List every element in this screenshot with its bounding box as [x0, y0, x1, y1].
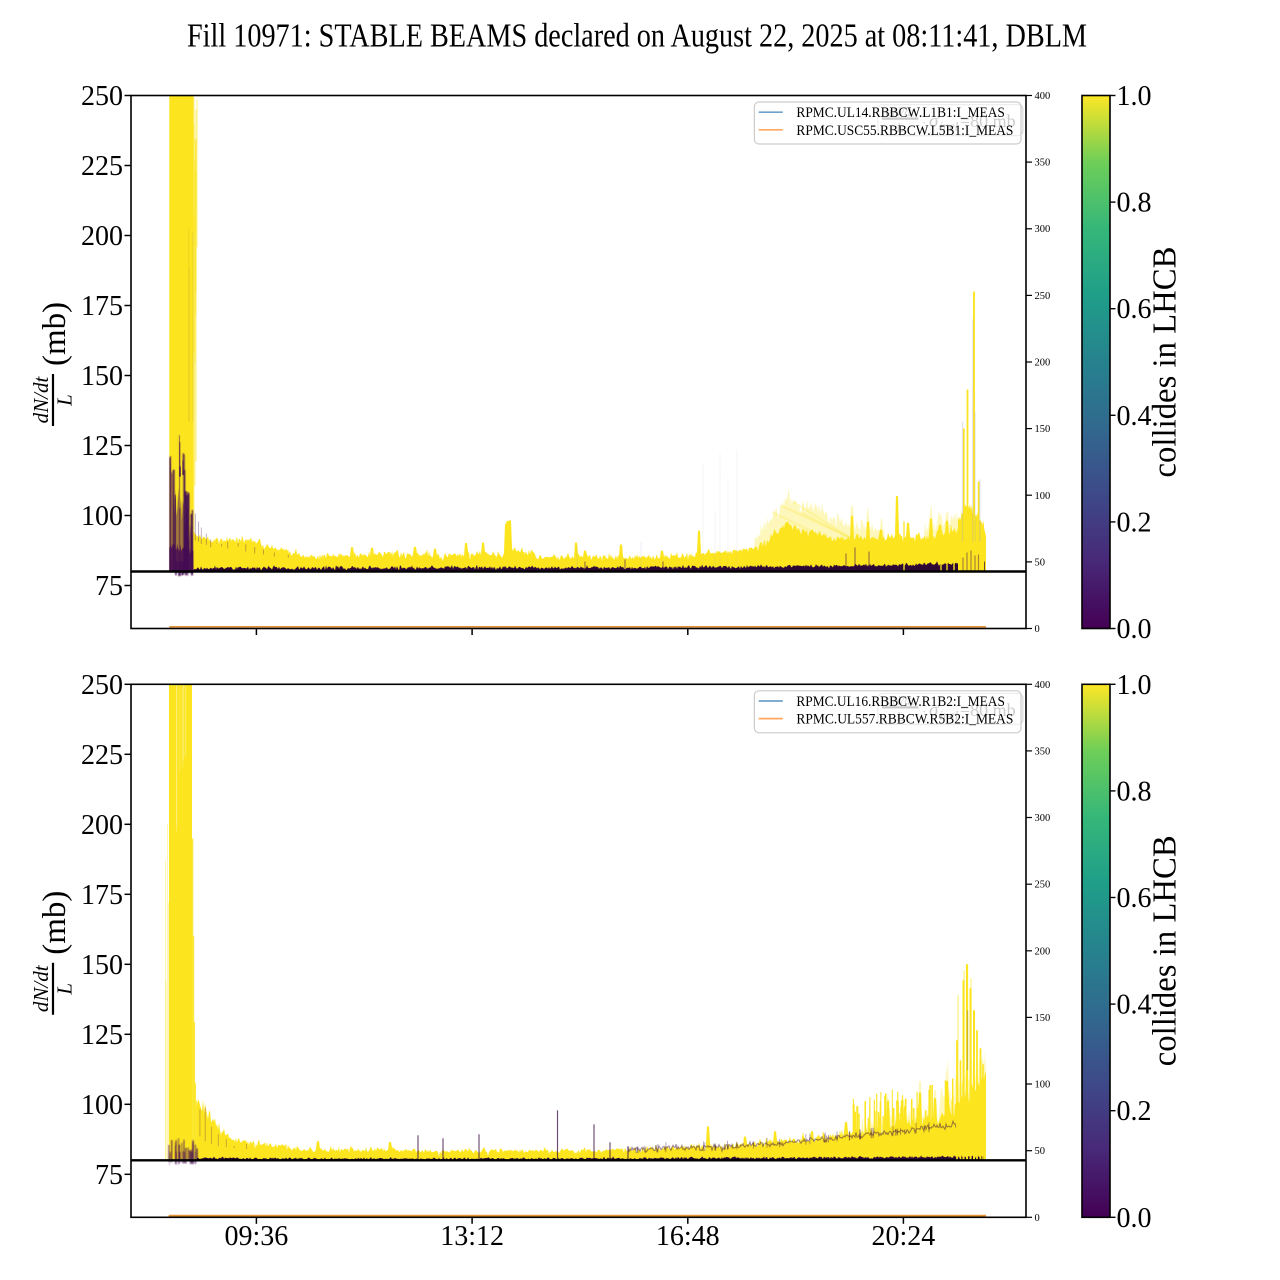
svg-text:0.4: 0.4: [1117, 401, 1152, 432]
svg-text:100: 100: [81, 1090, 123, 1121]
svg-text:0.0: 0.0: [1117, 1203, 1152, 1234]
svg-text:350: 350: [1035, 746, 1051, 757]
svg-text:0: 0: [1035, 624, 1040, 635]
svg-text:225: 225: [81, 151, 123, 182]
svg-text:RPMC.UL14.RBBCW.L1B1:I_MEAS: RPMC.UL14.RBBCW.L1B1:I_MEAS: [796, 105, 1005, 121]
svg-text:0.8: 0.8: [1117, 776, 1152, 807]
svg-text:1.0: 1.0: [1117, 81, 1152, 112]
svg-text:0.2: 0.2: [1117, 1096, 1152, 1127]
svg-text:350: 350: [1035, 158, 1051, 169]
svg-text:200: 200: [1035, 946, 1051, 957]
svg-text:175: 175: [81, 880, 123, 911]
svg-text:0.6: 0.6: [1117, 294, 1152, 325]
svg-text:RPMC.USC55.RBBCW.L5B1:I_MEAS: RPMC.USC55.RBBCW.L5B1:I_MEAS: [796, 123, 1013, 139]
svg-text:250: 250: [81, 81, 123, 112]
svg-text:50: 50: [1035, 1146, 1046, 1157]
svg-text:09:36: 09:36: [225, 1221, 289, 1252]
svg-text:0.6: 0.6: [1117, 883, 1152, 914]
svg-text:50: 50: [1035, 557, 1046, 568]
svg-text:300: 300: [1035, 224, 1051, 235]
svg-text:400: 400: [1035, 680, 1051, 691]
svg-text:400: 400: [1035, 91, 1051, 102]
svg-text:20:24: 20:24: [872, 1221, 936, 1252]
svg-text:L: L: [53, 983, 77, 996]
svg-text:125: 125: [81, 431, 123, 462]
svg-text:0.2: 0.2: [1117, 507, 1152, 538]
svg-text:175: 175: [81, 291, 123, 322]
svg-text:RPMC.UL16.RBBCW.R1B2:I_MEAS: RPMC.UL16.RBBCW.R1B2:I_MEAS: [796, 694, 1005, 710]
svg-text:100: 100: [81, 501, 123, 532]
svg-text:16:48: 16:48: [656, 1221, 720, 1252]
svg-text:200: 200: [81, 810, 123, 841]
svg-text:dN/dt: dN/dt: [29, 964, 53, 1012]
svg-text:200: 200: [1035, 358, 1051, 369]
svg-text:Fill 10971: STABLE BEAMS decla: Fill 10971: STABLE BEAMS declared on Aug…: [187, 18, 1087, 55]
svg-text:collides in LHCB: collides in LHCB: [1147, 247, 1184, 478]
svg-text:125: 125: [81, 1020, 123, 1051]
svg-text:200: 200: [81, 221, 123, 252]
svg-text:250: 250: [81, 670, 123, 701]
svg-text:(mb): (mb): [37, 302, 73, 366]
svg-text:300: 300: [1035, 813, 1051, 824]
svg-text:1.0: 1.0: [1117, 670, 1152, 701]
svg-text:0.8: 0.8: [1117, 188, 1152, 219]
svg-text:RPMC.UL557.RBBCW.R5B2:I_MEAS: RPMC.UL557.RBBCW.R5B2:I_MEAS: [796, 712, 1013, 728]
svg-text:100: 100: [1035, 491, 1051, 502]
svg-text:L: L: [53, 394, 77, 407]
svg-text:13:12: 13:12: [440, 1221, 504, 1252]
svg-text:dN/dt: dN/dt: [29, 376, 53, 424]
svg-text:150: 150: [1035, 424, 1051, 435]
svg-text:150: 150: [81, 950, 123, 981]
svg-text:0: 0: [1035, 1213, 1040, 1224]
svg-text:150: 150: [81, 361, 123, 392]
svg-text:collides in LHCB: collides in LHCB: [1147, 835, 1184, 1066]
svg-text:250: 250: [1035, 880, 1051, 891]
svg-text:0.0: 0.0: [1117, 614, 1152, 645]
svg-text:75: 75: [95, 1160, 123, 1191]
svg-text:225: 225: [81, 740, 123, 771]
svg-text:(mb): (mb): [37, 891, 73, 955]
svg-text:250: 250: [1035, 291, 1051, 302]
svg-text:75: 75: [95, 571, 123, 602]
svg-text:0.4: 0.4: [1117, 990, 1152, 1021]
svg-text:150: 150: [1035, 1013, 1051, 1024]
svg-text:100: 100: [1035, 1080, 1051, 1091]
